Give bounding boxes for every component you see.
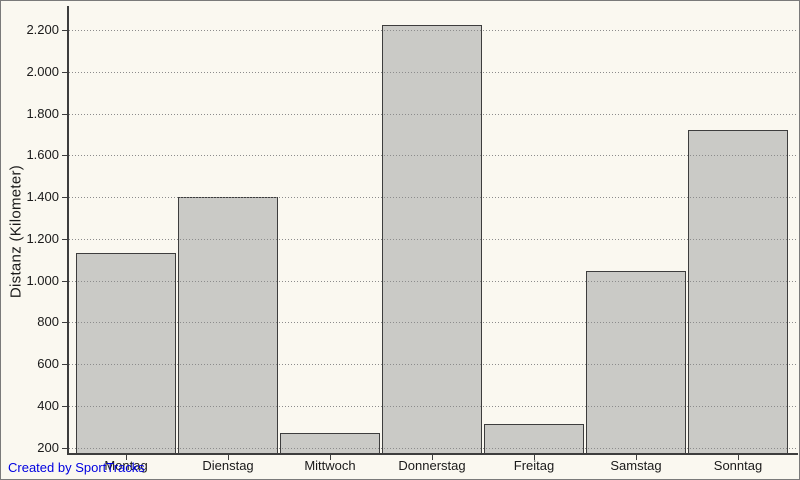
x-axis-line <box>67 453 798 455</box>
x-axis-tick <box>126 455 127 460</box>
x-axis-label-mittwoch: Mittwoch <box>304 458 356 473</box>
y-axis-tick-label: 2.200 <box>26 22 59 37</box>
gridline-1.400 <box>69 197 798 198</box>
gridline-600 <box>69 364 798 365</box>
y-axis-tick <box>62 30 68 31</box>
y-axis-tick <box>62 239 68 240</box>
x-axis-label-montag: Montag <box>104 458 148 473</box>
x-axis-tick <box>534 455 535 460</box>
x-axis-label-dienstag: Dienstag <box>202 458 254 473</box>
x-axis-label-donnerstag: Donnerstag <box>398 458 466 473</box>
y-axis-tick <box>62 72 68 73</box>
gridline-1.600 <box>69 155 798 156</box>
y-axis-tick <box>62 197 68 198</box>
bar-freitag[interactable] <box>484 424 584 454</box>
watermark-created-by-sporttracks: Created by SportTracks <box>8 460 145 475</box>
gridline-1.000 <box>69 281 798 282</box>
y-axis-tick <box>62 448 68 449</box>
bar-montag[interactable] <box>76 253 176 454</box>
y-axis-tick <box>62 281 68 282</box>
y-axis-tick-label: 2.000 <box>26 64 59 79</box>
x-axis-label-sonntag: Sonntag <box>713 458 763 473</box>
y-axis-tick-label: 1.800 <box>26 106 59 121</box>
bar-dienstag[interactable] <box>178 197 278 454</box>
gridline-2.000 <box>69 72 798 73</box>
x-axis-tick <box>228 455 229 460</box>
y-axis-tick-label: 600 <box>37 356 59 371</box>
bar-samstag[interactable] <box>586 271 686 454</box>
y-axis-tick <box>62 322 68 323</box>
y-axis-tick-label: 200 <box>37 440 59 455</box>
gridline-2.200 <box>69 30 798 31</box>
y-axis-tick-label: 1.400 <box>26 189 59 204</box>
bar-mittwoch[interactable] <box>280 433 380 454</box>
y-axis-tick <box>62 155 68 156</box>
y-axis-line <box>67 6 69 455</box>
gridline-200 <box>69 448 798 449</box>
y-axis-tick <box>62 406 68 407</box>
gridline-1.200 <box>69 239 798 240</box>
y-axis-tick-label: 1.600 <box>26 147 59 162</box>
gridline-800 <box>69 322 798 323</box>
y-axis-tick <box>62 114 68 115</box>
x-axis-tick <box>636 455 637 460</box>
y-axis-tick-label: 400 <box>37 398 59 413</box>
x-axis-label-samstag: Samstag <box>610 458 662 473</box>
y-axis-tick-label: 800 <box>37 314 59 329</box>
gridline-1.800 <box>69 114 798 115</box>
x-axis-tick <box>330 455 331 460</box>
y-axis-tick <box>62 364 68 365</box>
gridline-400 <box>69 406 798 407</box>
x-axis-tick <box>432 455 433 460</box>
y-axis-tick-label: 1.000 <box>26 273 59 288</box>
y-axis-tick-label: 1.200 <box>26 231 59 246</box>
x-axis-label-freitag: Freitag <box>513 458 555 473</box>
bar-sonntag[interactable] <box>688 130 788 454</box>
x-axis-tick <box>738 455 739 460</box>
